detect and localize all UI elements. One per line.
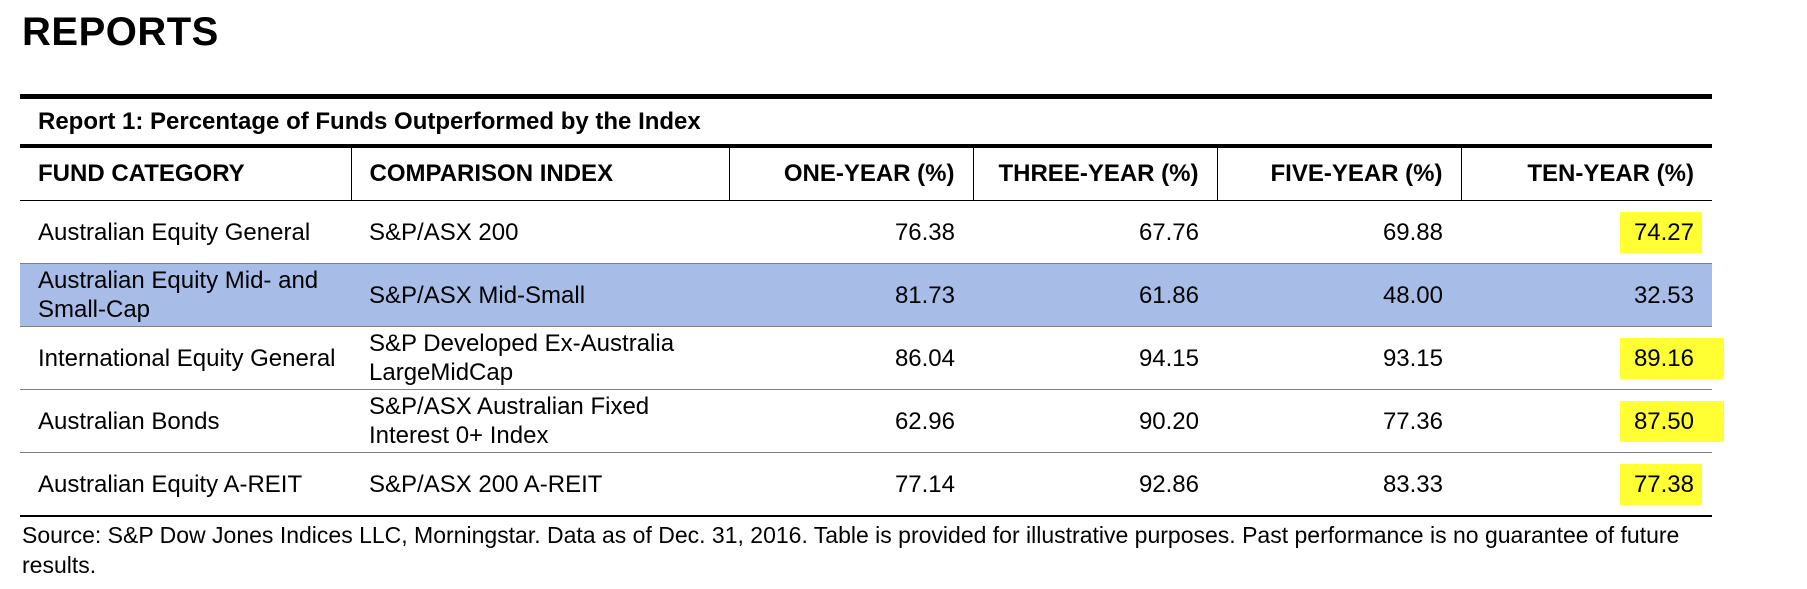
- fund-category-cell: International Equity General: [20, 326, 351, 390]
- five-year-cell: 77.36: [1217, 389, 1461, 453]
- table-caption: Report 1: Percentage of Funds Outperform…: [38, 108, 701, 135]
- comparison-index-cell: S&P/ASX 200 A-REIT: [351, 452, 729, 517]
- table-row[interactable]: Australian Equity A-REIT S&P/ASX 200 A-R…: [20, 452, 1712, 517]
- ten-year-highlight: 77.38: [1619, 463, 1702, 505]
- one-year-cell: 86.04: [729, 326, 973, 390]
- column-header-fund-category: FUND CATEGORY: [20, 148, 351, 201]
- five-year-cell: 83.33: [1217, 452, 1461, 517]
- header-row: FUND CATEGORY COMPARISON INDEX ONE-YEAR …: [20, 148, 1712, 201]
- table-row[interactable]: International Equity General S&P Develop…: [20, 326, 1724, 390]
- column-header-one-year: ONE-YEAR (%): [728, 148, 973, 201]
- column-header-three-year: THREE-YEAR (%): [972, 148, 1217, 201]
- source-note: Source: S&P Dow Jones Indices LLC, Morni…: [22, 522, 1680, 578]
- ten-year-cell: 77.38: [1461, 452, 1712, 517]
- three-year-cell: 61.86: [973, 263, 1217, 327]
- five-year-cell: 93.15: [1217, 326, 1461, 390]
- page-title: REPORTS: [22, 10, 219, 54]
- comparison-index-cell: S&P Developed Ex-Australia LargeMidCap: [351, 326, 729, 390]
- ten-year-cell: 89.16: [1461, 326, 1724, 390]
- table-row-selected[interactable]: Australian Equity Mid- and Small-Cap S&P…: [20, 263, 1712, 327]
- three-year-cell: 67.76: [973, 200, 1217, 264]
- ten-year-highlight: 87.50: [1619, 400, 1724, 442]
- column-header-ten-year: TEN-YEAR (%): [1460, 148, 1712, 201]
- top-rule: [20, 94, 1712, 99]
- comparison-index-cell: S&P/ASX 200: [351, 200, 729, 264]
- one-year-cell: 76.38: [729, 200, 973, 264]
- ten-year-highlight: 89.16: [1619, 337, 1724, 379]
- ten-year-cell: 32.53: [1461, 263, 1712, 327]
- three-year-cell: 90.20: [973, 389, 1217, 453]
- column-header-five-year: FIVE-YEAR (%): [1216, 148, 1461, 201]
- five-year-cell: 69.88: [1217, 200, 1461, 264]
- table-row[interactable]: Australian Bonds S&P/ASX Australian Fixe…: [20, 389, 1724, 453]
- three-year-cell: 94.15: [973, 326, 1217, 390]
- fund-category-cell: Australian Bonds: [20, 389, 351, 453]
- report-table-section: Report 1: Percentage of Funds Outperform…: [20, 94, 1724, 580]
- fund-category-cell: Australian Equity General: [20, 200, 351, 264]
- fund-category-cell: Australian Equity Mid- and Small-Cap: [20, 263, 351, 327]
- fund-category-cell: Australian Equity A-REIT: [20, 452, 351, 517]
- one-year-cell: 77.14: [729, 452, 973, 517]
- ten-year-highlight: 74.27: [1619, 211, 1702, 253]
- one-year-cell: 62.96: [729, 389, 973, 453]
- three-year-cell: 92.86: [973, 452, 1217, 517]
- ten-year-cell: 87.50: [1461, 389, 1724, 453]
- ten-year-cell: 74.27: [1461, 200, 1712, 264]
- five-year-cell: 48.00: [1217, 263, 1461, 327]
- comparison-index-cell: S&P/ASX Australian Fixed Interest 0+ Ind…: [351, 389, 729, 453]
- table-row[interactable]: Australian Equity General S&P/ASX 200 76…: [20, 200, 1712, 264]
- column-header-comparison-index: COMPARISON INDEX: [350, 148, 729, 201]
- comparison-index-cell: S&P/ASX Mid-Small: [351, 263, 729, 327]
- caption-rule: [20, 144, 1712, 148]
- one-year-cell: 81.73: [729, 263, 973, 327]
- report-table: FUND CATEGORY COMPARISON INDEX ONE-YEAR …: [20, 148, 1724, 517]
